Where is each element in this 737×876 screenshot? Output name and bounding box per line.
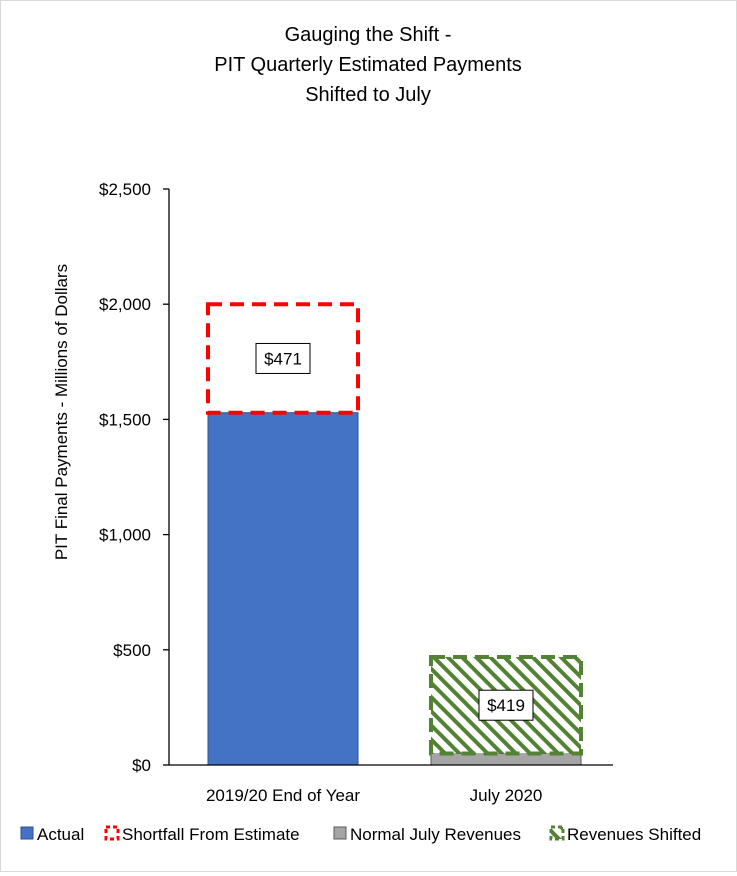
legend-label-revenues-shifted: Revenues Shifted bbox=[567, 825, 701, 844]
data-label: $471 bbox=[264, 349, 302, 368]
chart-title-line-2: PIT Quarterly Estimated Payments bbox=[214, 54, 522, 76]
y-tick-label: $2,000 bbox=[99, 295, 151, 314]
y-axis-ticks: $0 $500 $1,000 $1,500 $2,000 $2,500 bbox=[99, 180, 169, 775]
bar-actual bbox=[207, 412, 359, 766]
legend-swatch-normal-july bbox=[333, 826, 347, 840]
bar-shortfall-from-estimate bbox=[206, 302, 360, 415]
chart-title-line-3: Shifted to July bbox=[305, 84, 431, 106]
y-tick-label: $0 bbox=[132, 756, 151, 775]
legend: Actual Shortfall From Estimate Normal Ju… bbox=[20, 825, 701, 844]
category-label-end-of-year: 2019/20 End of Year bbox=[206, 786, 360, 805]
legend-swatch-revenues-shifted bbox=[549, 825, 565, 841]
legend-label-actual: Actual bbox=[37, 825, 84, 844]
legend-label-shortfall: Shortfall From Estimate bbox=[122, 825, 300, 844]
category-label-july-2020: July 2020 bbox=[470, 786, 543, 805]
data-label: $419 bbox=[487, 696, 525, 715]
bars bbox=[206, 302, 583, 766]
legend-swatch-shortfall bbox=[104, 825, 120, 841]
data-label-boxes: $471 $419 bbox=[255, 342, 534, 721]
y-tick-label: $500 bbox=[113, 641, 151, 660]
y-axis-title: PIT Final Payments - Millions of Dollars bbox=[52, 264, 71, 560]
data-label-box bbox=[478, 689, 534, 721]
legend-swatch-actual bbox=[20, 826, 34, 840]
y-tick-label: $2,500 bbox=[99, 180, 151, 199]
legend-label-normal-july: Normal July Revenues bbox=[350, 825, 521, 844]
chart-title-line-1: Gauging the Shift - bbox=[285, 24, 452, 46]
data-label-box bbox=[255, 342, 311, 374]
y-tick-label: $1,500 bbox=[99, 410, 151, 429]
y-tick-label: $1,000 bbox=[99, 526, 151, 545]
